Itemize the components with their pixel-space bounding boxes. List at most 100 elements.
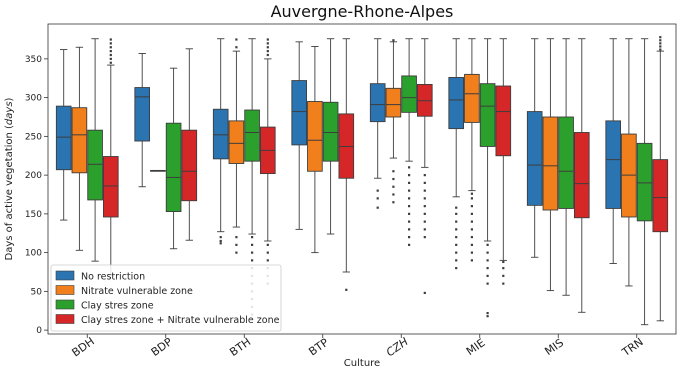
outlier-point	[486, 243, 489, 246]
outlier-point	[109, 46, 112, 49]
outlier-point	[659, 45, 662, 48]
box-btp-series-1	[291, 41, 308, 230]
box-mis-series-3	[558, 38, 574, 296]
outlier-point	[251, 259, 254, 262]
outlier-point	[502, 274, 505, 277]
outlier-point	[235, 38, 238, 41]
outlier-point	[486, 259, 489, 262]
plot-frame	[47, 23, 677, 335]
outlier-point	[470, 228, 473, 231]
iqr-box	[71, 107, 88, 174]
outlier-point	[502, 260, 505, 264]
outlier-point	[423, 236, 426, 239]
outlier-point	[455, 259, 458, 262]
outlier-point	[376, 197, 379, 200]
outlier-point	[408, 181, 411, 184]
iqr-box	[212, 108, 229, 160]
legend-swatch-2	[55, 285, 75, 295]
y-tick-label: 300	[25, 94, 42, 104]
outlier-point	[423, 212, 426, 215]
x-tick-label-btp: BTP	[306, 336, 331, 359]
outlier-point	[392, 185, 395, 188]
y-tick-label: 50	[31, 287, 43, 297]
legend-swatch-1	[55, 270, 75, 281]
outlier-point	[109, 42, 112, 45]
outlier-point	[455, 206, 458, 209]
outlier-point	[408, 189, 411, 192]
outlier-point	[486, 267, 489, 270]
legend: No restriction Nitrate vulnerable zone Cla…	[50, 264, 282, 332]
box-bdp-series-1	[134, 53, 151, 188]
iqr-box	[181, 129, 198, 202]
box-bth-series-1	[212, 38, 229, 245]
box-bdp-series-4	[181, 48, 198, 241]
iqr-box	[495, 85, 512, 157]
box-czh-series-1	[369, 38, 386, 209]
outlier-point	[455, 243, 458, 246]
outlier-point	[376, 189, 379, 192]
box-bth-series-3	[244, 38, 260, 316]
outlier-point	[502, 282, 505, 285]
outlier-point	[659, 39, 662, 42]
x-tick-label-bdh: BDH	[70, 335, 97, 360]
outlier-point	[408, 197, 411, 200]
box-mie-series-2	[464, 38, 480, 262]
box-btp-series-2	[307, 46, 323, 254]
iqr-box	[102, 156, 119, 218]
iqr-box	[385, 87, 402, 118]
svg-text:Days of active vegetation (day: Days of active vegetation (days)	[4, 97, 15, 260]
iqr-box	[652, 159, 669, 233]
iqr-box	[165, 122, 182, 212]
outlier-point	[423, 197, 426, 200]
outlier-point	[109, 38, 112, 41]
outlier-point	[470, 197, 473, 200]
outlier-point	[423, 174, 426, 177]
iqr-box	[558, 116, 574, 209]
iqr-box	[464, 73, 480, 123]
outlier-point	[266, 251, 269, 254]
y-tick-label: 150	[25, 210, 42, 220]
outlier-point	[392, 201, 395, 204]
box-trn-series-3	[636, 38, 653, 326]
outlier-point	[109, 53, 112, 57]
outlier-point	[486, 315, 489, 318]
outlier-point	[408, 205, 411, 208]
outlier-point	[455, 236, 458, 239]
outlier-point	[408, 243, 411, 246]
legend-swatch-4	[55, 314, 75, 324]
outlier-point	[408, 220, 411, 223]
legend-label-2: Nitrate vulnerable zone	[81, 286, 193, 297]
outlier-point	[251, 243, 254, 246]
box-bth-series-2	[228, 38, 245, 254]
iqr-box	[479, 83, 496, 147]
x-tick-label-czh: CZH	[384, 335, 411, 359]
iqr-box	[228, 120, 245, 164]
box-bdp-series-2	[150, 169, 166, 172]
outlier-point	[266, 46, 269, 49]
outlier-point	[423, 228, 426, 231]
chart-title: Auvergne-Rhone-Alpes	[271, 2, 454, 21]
legend-label-4: Clay stres zone + Nitrate vulnerable zon…	[81, 315, 280, 326]
outlier-point	[455, 220, 458, 223]
y-tick-label: 350	[25, 55, 42, 65]
outlier-point	[408, 236, 411, 239]
outlier-point	[408, 228, 411, 231]
outlier-point	[470, 236, 473, 239]
outlier-point	[659, 48, 662, 51]
outlier-point	[486, 274, 489, 277]
outlier-point	[345, 288, 348, 291]
y-tick-label: 0	[36, 326, 42, 336]
outlier-point	[423, 189, 426, 192]
iqr-box	[448, 77, 465, 130]
y-axis-title-main: Days of active vegetation (	[4, 125, 15, 260]
box-mis-series-1	[526, 38, 543, 258]
outlier-point	[266, 259, 269, 262]
box-bdh-series-3	[87, 38, 103, 262]
outlier-point	[219, 242, 222, 245]
outlier-point	[502, 267, 505, 270]
outlier-point	[408, 174, 411, 177]
box-bdp-series-3	[165, 67, 182, 250]
box-trn-series-4	[652, 36, 669, 322]
x-tick-label-bth: BTH	[227, 335, 253, 359]
